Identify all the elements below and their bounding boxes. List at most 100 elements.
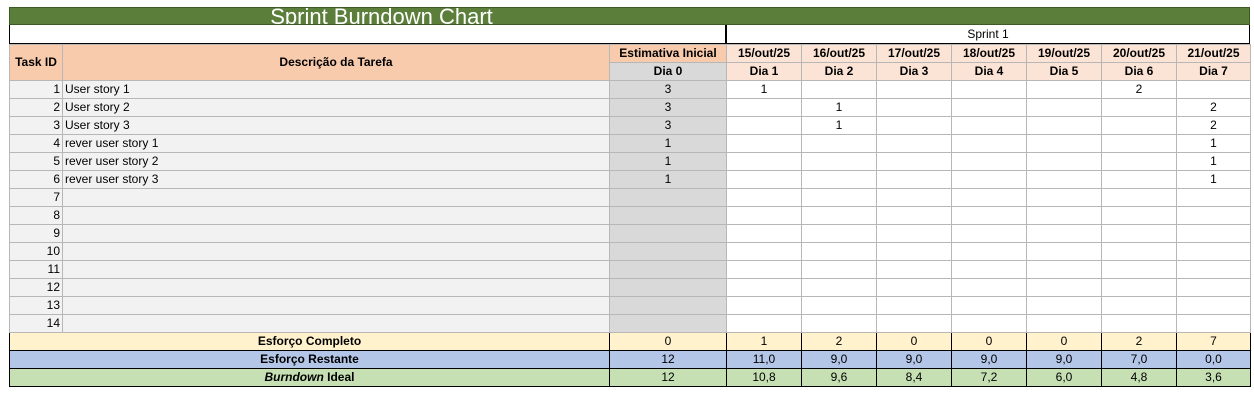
task-id-cell[interactable]: 10 <box>9 242 63 261</box>
task-day-cell[interactable] <box>1101 170 1177 189</box>
task-id-cell[interactable]: 3 <box>9 116 63 135</box>
task-day-cell[interactable]: 1 <box>801 116 877 135</box>
task-day-cell[interactable]: 1 <box>1176 170 1251 189</box>
task-day-cell[interactable] <box>951 116 1027 135</box>
task-day-cell[interactable] <box>876 152 952 171</box>
header-day-label[interactable]: Dia 4 <box>951 62 1027 81</box>
task-day-cell[interactable] <box>876 260 952 279</box>
task-day-cell[interactable] <box>1026 314 1102 333</box>
task-day-cell[interactable] <box>726 188 802 207</box>
task-day-cell[interactable] <box>1101 116 1177 135</box>
task-day-cell[interactable] <box>1176 260 1251 279</box>
task-day-cell[interactable]: 1 <box>1176 134 1251 153</box>
esforco-restante-row-value[interactable]: 9,0 <box>1026 350 1102 369</box>
task-day-cell[interactable] <box>1101 134 1177 153</box>
header-estimate[interactable]: Estimativa Inicial <box>609 44 727 63</box>
task-day-cell[interactable] <box>1026 224 1102 243</box>
esforco-completo-row-label[interactable]: Esforço Completo <box>9 332 610 351</box>
task-day-cell[interactable] <box>951 224 1027 243</box>
task-description-cell[interactable]: User story 2 <box>62 98 610 117</box>
header-task-id[interactable]: Task ID <box>9 44 63 81</box>
task-day-cell[interactable] <box>1101 206 1177 225</box>
burndown-ideal-row-value[interactable]: 9,6 <box>801 368 877 387</box>
burndown-ideal-row-value[interactable]: 6,0 <box>1026 368 1102 387</box>
task-day-cell[interactable] <box>726 224 802 243</box>
header-day-label[interactable]: Dia 7 <box>1176 62 1251 81</box>
task-estimate-cell[interactable]: 3 <box>609 80 727 99</box>
header-date[interactable]: 17/out/25 <box>876 44 952 63</box>
task-day-cell[interactable] <box>951 296 1027 315</box>
task-day-cell[interactable]: 2 <box>1101 80 1177 99</box>
esforco-completo-row-value[interactable]: 2 <box>801 332 877 351</box>
task-day-cell[interactable] <box>951 188 1027 207</box>
task-estimate-cell[interactable] <box>609 242 727 261</box>
task-id-cell[interactable]: 6 <box>9 170 63 189</box>
task-day-cell[interactable] <box>1026 188 1102 207</box>
header-day-label[interactable]: Dia 6 <box>1101 62 1177 81</box>
task-id-cell[interactable]: 14 <box>9 314 63 333</box>
task-day-cell[interactable] <box>876 206 952 225</box>
esforco-completo-row-value[interactable]: 2 <box>1101 332 1177 351</box>
task-id-cell[interactable]: 2 <box>9 98 63 117</box>
header-date[interactable]: 18/out/25 <box>951 44 1027 63</box>
task-day-cell[interactable] <box>1101 188 1177 207</box>
task-day-cell[interactable] <box>1101 278 1177 297</box>
task-day-cell[interactable]: 1 <box>801 98 877 117</box>
task-day-cell[interactable] <box>951 314 1027 333</box>
esforco-completo-row-value[interactable]: 0 <box>951 332 1027 351</box>
task-day-cell[interactable] <box>951 260 1027 279</box>
task-day-cell[interactable] <box>1101 260 1177 279</box>
task-description-cell[interactable] <box>62 206 610 225</box>
task-day-cell[interactable] <box>1176 296 1251 315</box>
header-day-label[interactable]: Dia 3 <box>876 62 952 81</box>
task-day-cell[interactable] <box>876 116 952 135</box>
task-day-cell[interactable] <box>801 170 877 189</box>
task-day-cell[interactable] <box>1026 152 1102 171</box>
task-day-cell[interactable] <box>726 206 802 225</box>
task-estimate-cell[interactable] <box>609 314 727 333</box>
header-description[interactable]: Descrição da Tarefa <box>62 44 610 81</box>
task-day-cell[interactable]: 1 <box>726 80 802 99</box>
task-estimate-cell[interactable] <box>609 206 727 225</box>
header-date[interactable]: 20/out/25 <box>1101 44 1177 63</box>
header-day-label[interactable]: Dia 2 <box>801 62 877 81</box>
burndown-ideal-row-value[interactable]: 8,4 <box>876 368 952 387</box>
task-day-cell[interactable] <box>1176 188 1251 207</box>
task-day-cell[interactable] <box>726 278 802 297</box>
burndown-ideal-row-value[interactable]: 4,8 <box>1101 368 1177 387</box>
task-day-cell[interactable] <box>1176 206 1251 225</box>
task-description-cell[interactable]: rever user story 3 <box>62 170 610 189</box>
task-day-cell[interactable] <box>1176 224 1251 243</box>
task-day-cell[interactable] <box>801 242 877 261</box>
task-day-cell[interactable] <box>801 206 877 225</box>
task-description-cell[interactable] <box>62 224 610 243</box>
task-day-cell[interactable] <box>1026 260 1102 279</box>
header-date[interactable]: 16/out/25 <box>801 44 877 63</box>
task-day-cell[interactable] <box>876 242 952 261</box>
task-day-cell[interactable] <box>801 134 877 153</box>
task-day-cell[interactable] <box>726 314 802 333</box>
task-day-cell[interactable] <box>876 134 952 153</box>
task-day-cell[interactable] <box>951 98 1027 117</box>
esforco-completo-row-value[interactable]: 7 <box>1176 332 1251 351</box>
task-day-cell[interactable] <box>876 314 952 333</box>
task-id-cell[interactable]: 12 <box>9 278 63 297</box>
task-estimate-cell[interactable] <box>609 188 727 207</box>
header-day-label[interactable]: Dia 5 <box>1026 62 1102 81</box>
task-id-cell[interactable]: 1 <box>9 80 63 99</box>
task-day-cell[interactable] <box>951 134 1027 153</box>
task-day-cell[interactable] <box>951 278 1027 297</box>
task-day-cell[interactable] <box>876 170 952 189</box>
task-id-cell[interactable]: 4 <box>9 134 63 153</box>
task-estimate-cell[interactable]: 1 <box>609 170 727 189</box>
task-day-cell[interactable] <box>1101 314 1177 333</box>
task-day-cell[interactable] <box>1101 152 1177 171</box>
task-day-cell[interactable] <box>801 224 877 243</box>
task-day-cell[interactable] <box>801 296 877 315</box>
esforco-completo-row-value[interactable]: 1 <box>726 332 802 351</box>
task-id-cell[interactable]: 7 <box>9 188 63 207</box>
task-day-cell[interactable]: 2 <box>1176 98 1251 117</box>
task-day-cell[interactable] <box>951 152 1027 171</box>
task-estimate-cell[interactable] <box>609 278 727 297</box>
header-date[interactable]: 19/out/25 <box>1026 44 1102 63</box>
